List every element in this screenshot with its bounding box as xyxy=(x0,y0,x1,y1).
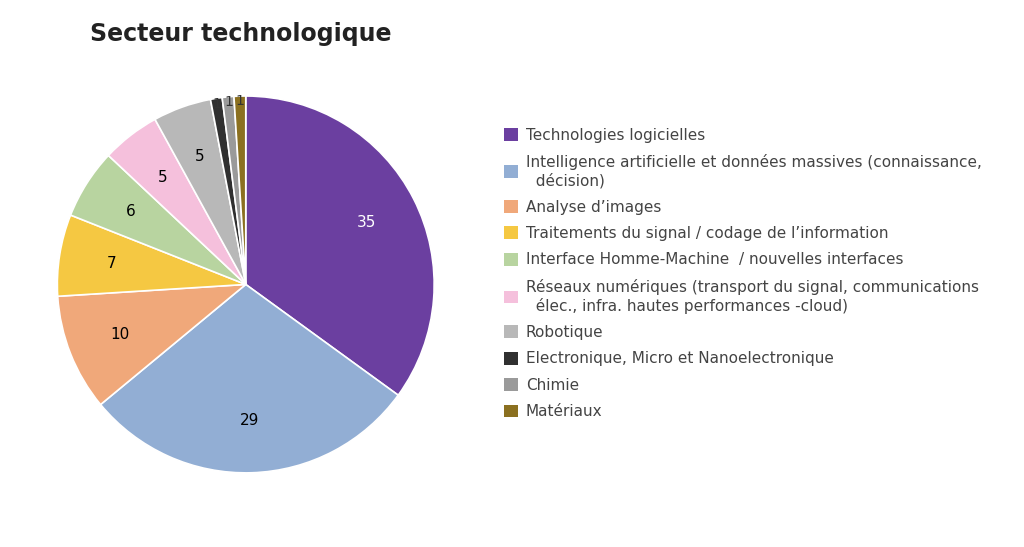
Text: 1: 1 xyxy=(236,95,245,108)
Text: 29: 29 xyxy=(241,412,260,428)
Wedge shape xyxy=(57,284,246,405)
Text: 5: 5 xyxy=(195,149,205,164)
Wedge shape xyxy=(100,284,398,473)
Wedge shape xyxy=(109,119,246,284)
Wedge shape xyxy=(211,97,246,284)
Legend: Technologies logicielles, Intelligence artificielle et données massives (connais: Technologies logicielles, Intelligence a… xyxy=(504,127,982,420)
Wedge shape xyxy=(246,96,434,395)
Wedge shape xyxy=(233,96,246,284)
Wedge shape xyxy=(57,215,246,296)
Text: 6: 6 xyxy=(126,204,136,219)
Wedge shape xyxy=(222,96,246,284)
Wedge shape xyxy=(71,155,246,284)
Text: 35: 35 xyxy=(357,216,377,230)
Text: 5: 5 xyxy=(158,170,168,185)
Text: 7: 7 xyxy=(106,255,117,271)
Text: 10: 10 xyxy=(110,327,129,342)
Wedge shape xyxy=(155,100,246,284)
Text: 1: 1 xyxy=(213,97,221,110)
Text: Secteur technologique: Secteur technologique xyxy=(90,22,391,46)
Text: 1: 1 xyxy=(224,95,233,109)
